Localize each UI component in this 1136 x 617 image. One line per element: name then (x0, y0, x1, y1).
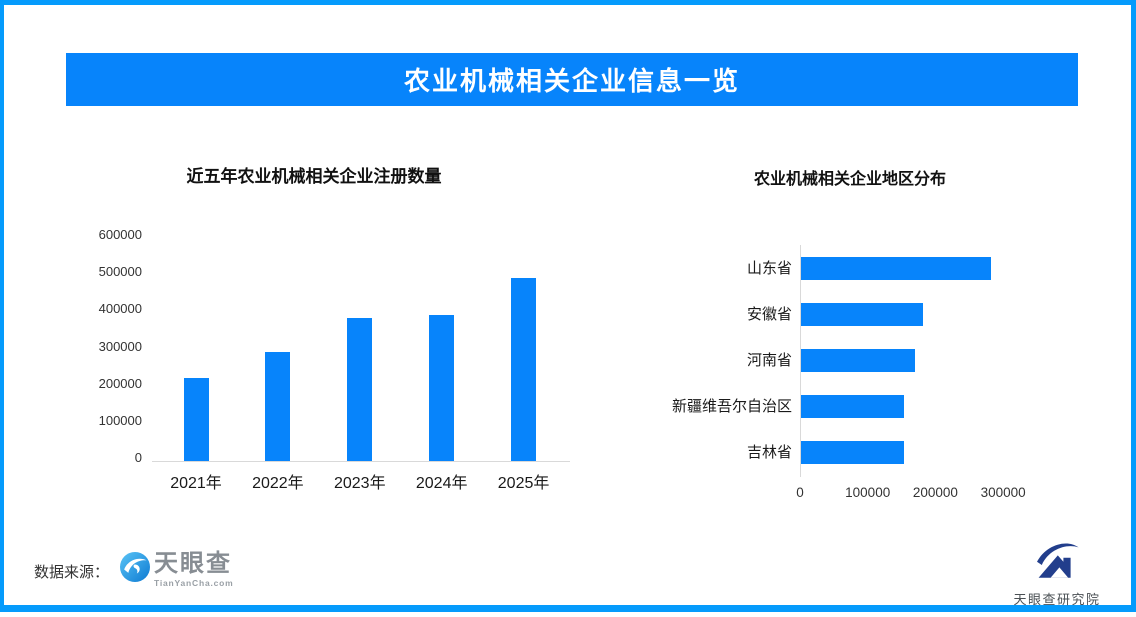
region-label: 吉林省 (746, 444, 792, 462)
region-label: 山东省 (746, 260, 792, 277)
y-tick-label: 600000 (98, 227, 142, 242)
bar-2021年 (183, 378, 209, 461)
x-tick-label: 300000 (980, 485, 1026, 500)
bar-山东省 (801, 257, 991, 280)
tianyancha-logo: 天眼查 TianYanCha.com (120, 552, 234, 588)
bar-2023年 (347, 318, 373, 461)
x-category-label: 2021年 (170, 475, 222, 492)
registrations-chart: 600000 500000 400000 300000 200000 100000 0 202… (4, 5, 1136, 617)
page-title-banner: 农业机械相关企业信息一览 (66, 53, 1078, 106)
y-tick-label: 0 (134, 450, 142, 465)
data-source-label: 数据来源： (34, 564, 110, 581)
region-label: 河南省 (746, 352, 792, 370)
tianyancha-logo-text-block: 天眼查 TianYanCha.com (154, 550, 234, 589)
bar-2022年 (265, 352, 291, 461)
x-category-label: 2022年 (252, 475, 304, 492)
x-category-label: 2024年 (415, 475, 468, 492)
x-axis-line (152, 461, 570, 462)
y-tick-label: 300000 (98, 338, 142, 354)
x-tick-label: 0 (796, 485, 804, 500)
y-tick-label: 100000 (98, 412, 142, 428)
x-tick-label: 100000 (845, 485, 891, 500)
bar-新疆维吾尔自治区 (801, 395, 904, 419)
region-label: 安徽省 (746, 306, 792, 324)
tianyancha-research-logo: 天眼查研究院 (1002, 540, 1112, 608)
research-institute-label: 天眼查研究院 (1013, 592, 1101, 607)
regions-chart-title: 农业机械相关企业地区分布 (753, 171, 946, 188)
y-tick-label: 200000 (98, 375, 142, 391)
registrations-chart-title: 近五年农业机械相关企业注册数量 (186, 167, 442, 186)
tianyancha-logo-name: 天眼查 (154, 550, 232, 577)
page-title: 农业机械相关企业信息一览 (403, 66, 740, 96)
infographic-page: 农业机械相关企业信息一览 近五年农业机械相关企业注册数量 农业机械相关企业地区分… (4, 5, 1136, 617)
y-tick-label: 500000 (98, 264, 142, 280)
bar-2024年 (429, 315, 455, 461)
region-label: 新疆维吾尔自治区 (671, 398, 792, 416)
x-category-label: 2023年 (333, 475, 386, 492)
tianyancha-logo-domain: TianYanCha.com (154, 578, 234, 588)
x-tick-label: 200000 (912, 485, 958, 500)
regions-chart: 山东省安徽省河南省新疆维吾尔自治区吉林省 0 100000 200000 300000 (4, 5, 1136, 617)
tianyancha-logo-icon (120, 552, 150, 587)
y-tick-label: 400000 (98, 301, 142, 317)
bar-河南省 (801, 349, 915, 373)
research-institute-icon (1033, 540, 1081, 587)
x-category-label: 2025年 (497, 475, 550, 492)
y-axis-line (800, 245, 801, 477)
bar-安徽省 (801, 303, 923, 327)
bar-2025年 (511, 278, 537, 461)
bar-吉林省 (801, 441, 904, 465)
